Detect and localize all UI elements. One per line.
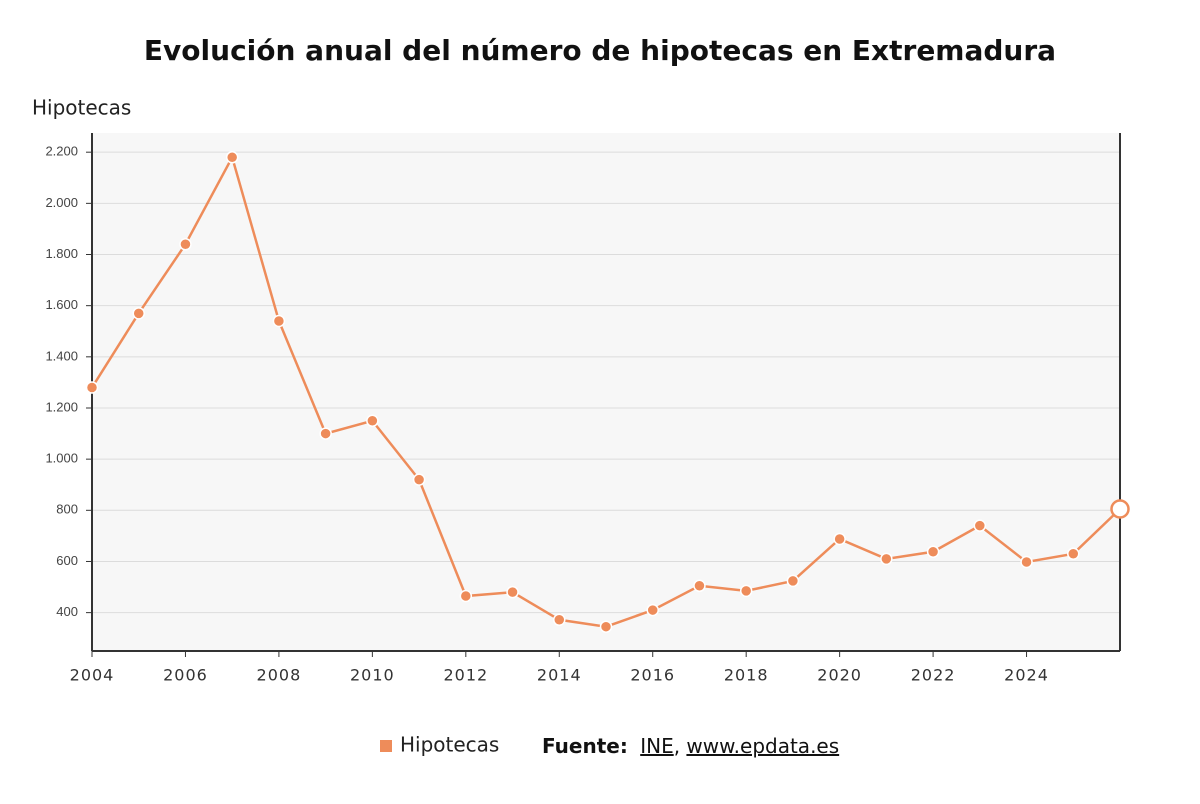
source-label: Fuente: (542, 734, 628, 758)
x-tick-label: 2012 (443, 666, 488, 685)
point (85, 381, 99, 394)
point (599, 620, 613, 633)
point (553, 613, 566, 627)
x-tick-label: 2014 (537, 666, 582, 685)
point (319, 427, 332, 440)
grid: 400 600 800 1.000 1.200 1.400 1.600 1.800 2.000 2… (45, 144, 1120, 685)
x-tick-label: 2006 (163, 666, 208, 685)
point (412, 473, 426, 486)
point (833, 532, 846, 546)
x-tick-label: 2008 (257, 666, 302, 685)
source: Fuente: INE, www.epdata.es (542, 734, 839, 758)
y-tick-label: 2.000 (45, 195, 78, 210)
y-tick-label: 2.200 (45, 144, 78, 159)
y-tick-label: 1.000 (45, 451, 78, 466)
x-tick-label: 2010 (350, 666, 395, 685)
point (739, 584, 753, 598)
source-separator: , (674, 734, 687, 758)
y-axis-label: Hipotecas (32, 96, 131, 120)
y-tick-label: 1.600 (45, 297, 78, 312)
y-tick-label: 800 (56, 502, 78, 517)
plot-area (92, 133, 1120, 651)
legend-swatch (380, 740, 392, 752)
point (459, 589, 473, 603)
point (1110, 499, 1130, 519)
x-tick-label: 2020 (817, 666, 862, 685)
point (973, 519, 987, 532)
point (272, 314, 286, 328)
point (179, 238, 192, 251)
y-tick-label: 400 (56, 604, 78, 619)
point (1067, 547, 1080, 561)
x-tick-label: 2004 (70, 666, 115, 685)
plot (85, 151, 1130, 633)
point (132, 307, 145, 320)
legend-label: Hipotecas (400, 733, 499, 757)
point (693, 579, 706, 593)
point (1020, 555, 1033, 569)
point (225, 151, 239, 164)
y-tick-label: 600 (56, 553, 78, 568)
x-tick-label: 2022 (911, 666, 956, 685)
x-tick-label: 2016 (630, 666, 675, 685)
source-link[interactable]: www.epdata.es (686, 734, 839, 758)
y-tick-label: 1.800 (45, 246, 78, 261)
y-tick-label: 1.200 (45, 399, 78, 414)
y-tick-label: 1.400 (45, 348, 78, 363)
x-tick-label: 2024 (1004, 666, 1049, 685)
source-link[interactable]: INE (640, 734, 674, 758)
point (646, 603, 659, 617)
point (366, 414, 379, 428)
x-tick-label: 2018 (724, 666, 769, 685)
chart-title: Evolución anual del número de hipotecas … (144, 34, 1056, 67)
point (926, 545, 940, 558)
point (506, 585, 519, 599)
point (880, 552, 893, 566)
point (786, 574, 800, 588)
